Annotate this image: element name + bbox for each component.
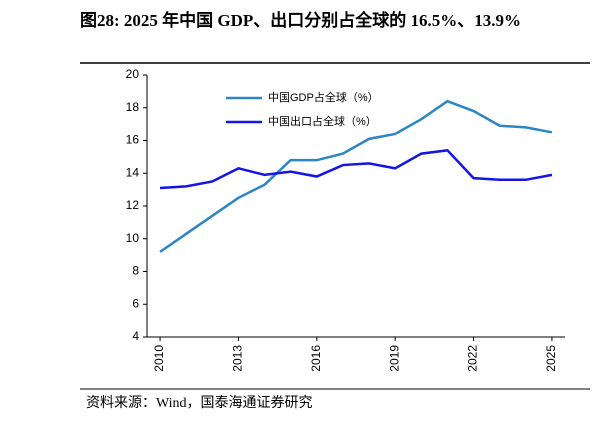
y-tick-label: 6 bbox=[132, 296, 139, 310]
x-tick-label: 2010 bbox=[152, 345, 166, 372]
y-tick-label: 18 bbox=[126, 100, 140, 114]
y-tick-label: 8 bbox=[132, 264, 139, 278]
y-tick-label: 14 bbox=[126, 165, 140, 179]
chart-title: 图28: 2025 年中国 GDP、出口分别占全球的 16.5%、13.9% bbox=[80, 11, 522, 30]
x-tick-label: 2019 bbox=[387, 345, 401, 372]
x-tick-label: 2022 bbox=[466, 345, 480, 372]
legend-label: 中国出口占全球（%） bbox=[268, 114, 377, 128]
legend-label: 中国GDP占全球（%） bbox=[268, 90, 379, 104]
source: 资料来源：Wind，国泰海通证券研究 bbox=[86, 395, 313, 411]
x-tick-label: 2025 bbox=[544, 345, 558, 372]
y-tick-label: 16 bbox=[126, 133, 140, 147]
line-series bbox=[159, 149, 553, 190]
line-series bbox=[159, 99, 553, 253]
y-tick-label: 4 bbox=[132, 329, 139, 343]
y-tick-label: 10 bbox=[126, 231, 140, 245]
y-tick-label: 12 bbox=[126, 198, 140, 212]
y-tick-label: 20 bbox=[126, 67, 140, 81]
x-tick-label: 2016 bbox=[309, 345, 323, 372]
x-tick-label: 2013 bbox=[231, 345, 245, 372]
